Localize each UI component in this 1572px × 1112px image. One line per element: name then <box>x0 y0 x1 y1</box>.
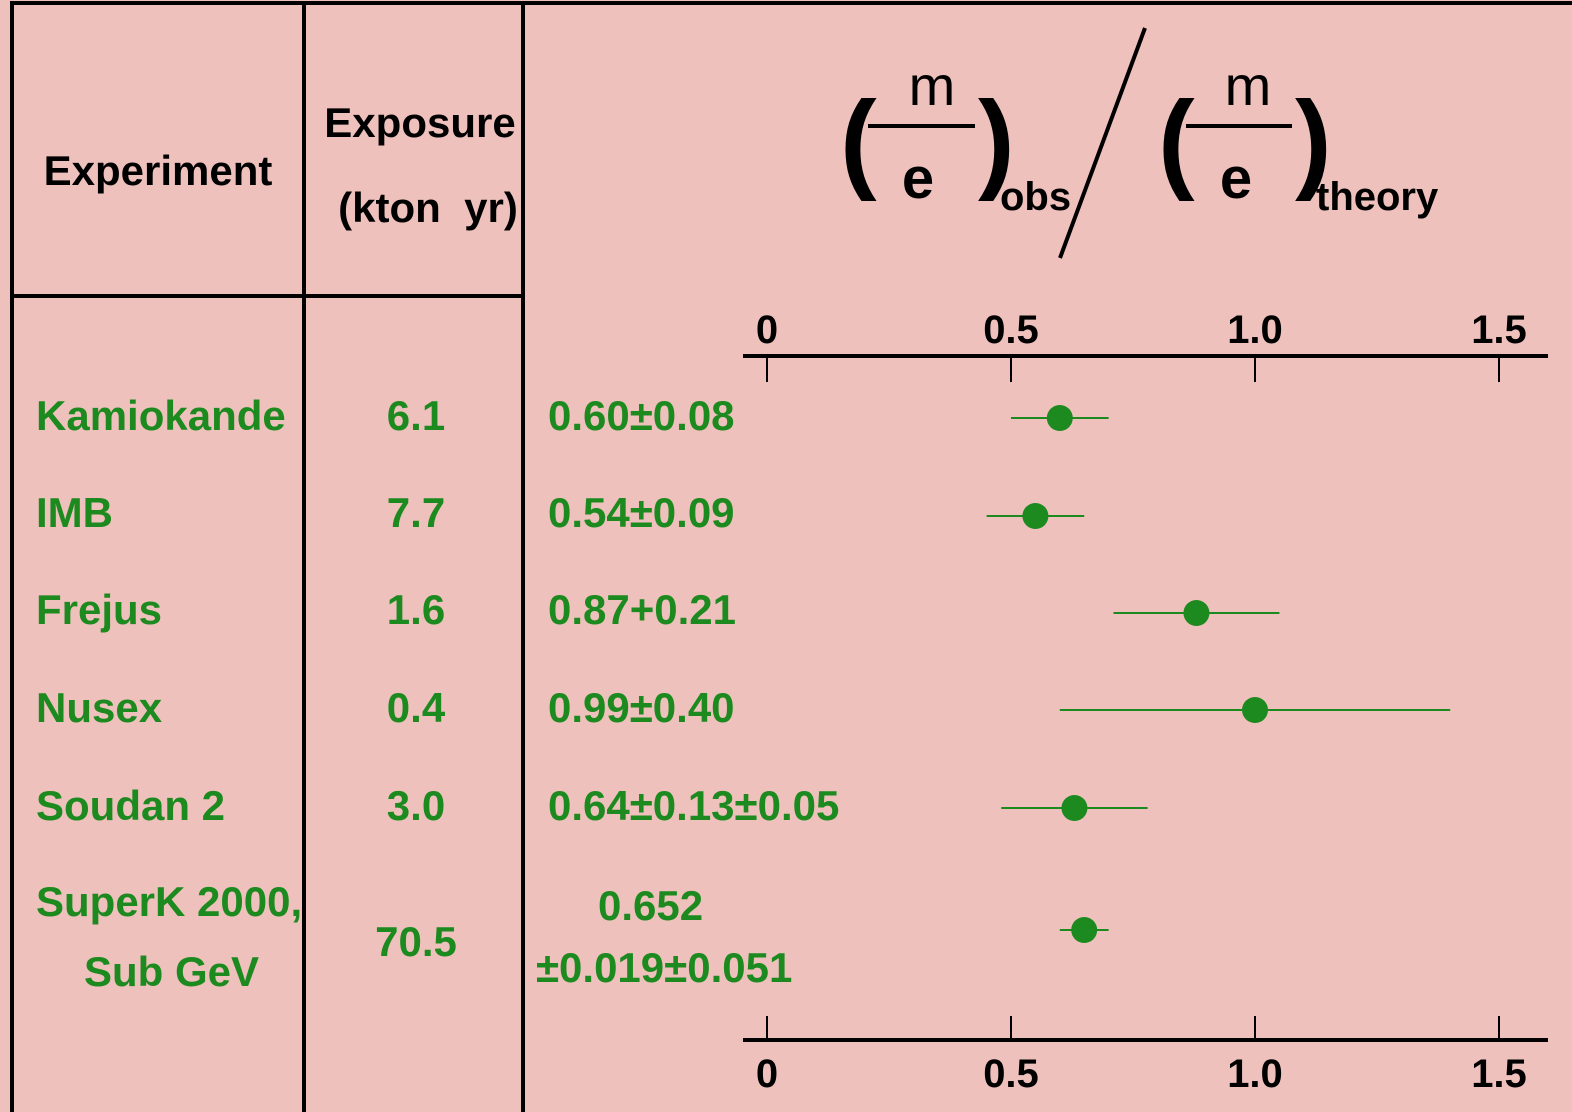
ratio-result: 0.60±0.08 <box>548 392 735 439</box>
top-tick-label: 1.5 <box>1471 308 1527 352</box>
experiment-name: Soudan 2 <box>36 782 225 829</box>
data-point <box>1183 600 1210 626</box>
exposure-value: 70.5 <box>375 918 457 965</box>
ratio-result: ±0.019±0.051 <box>536 944 792 991</box>
ratio-result: 0.99±0.40 <box>548 684 735 731</box>
theory-numerator: m <box>1225 54 1272 117</box>
experiment-name: Kamiokande <box>36 392 286 439</box>
experiment-name: IMB <box>36 489 113 536</box>
ratio-result: 0.87+0.21 <box>548 586 736 633</box>
exposure-value: 3.0 <box>387 782 445 829</box>
exposure-value: 1.6 <box>387 586 445 633</box>
exposure-value: 6.1 <box>387 392 445 439</box>
experiment-name: Nusex <box>36 684 163 731</box>
ratio-formula: ( m e ) obs ( m e ) theory <box>840 27 1439 259</box>
data-point <box>1071 917 1098 943</box>
obs-close-paren: ) <box>978 79 1015 202</box>
bottom-tick-label: 1.5 <box>1471 1052 1527 1096</box>
bottom-tick-label: 1.0 <box>1227 1052 1283 1096</box>
ratio-result: 0.54±0.09 <box>548 489 735 536</box>
ratio-result: 0.64±0.13±0.05 <box>548 782 839 829</box>
theory-subscript: theory <box>1316 175 1439 219</box>
ratio-result: 0.652 <box>598 882 703 929</box>
top-tick-label: 0.5 <box>983 308 1039 352</box>
bottom-tick-label: 0.5 <box>983 1052 1039 1096</box>
obs-open-paren: ( <box>840 79 877 202</box>
obs-numerator: m <box>909 54 956 117</box>
obs-denominator: e <box>902 146 934 211</box>
header-experiment: Experiment <box>44 147 273 194</box>
header-exposure-units: (kton yr) <box>338 184 518 231</box>
data-point <box>1061 795 1088 821</box>
table-grid <box>10 1 1572 1112</box>
chart-area: 0 0 0.5 0.5 1.0 1.0 1.5 1.5 <box>743 308 1548 1096</box>
table-rows: Kamiokande 6.1 0.60±0.08 IMB 7.7 0.54±0.09 Fre… <box>36 392 839 995</box>
experiment-name: SuperK 2000, <box>36 878 302 925</box>
exposure-value: 7.7 <box>387 489 445 536</box>
data-point <box>1022 503 1049 529</box>
division-slash <box>1058 27 1147 259</box>
experiment-name: Sub GeV <box>84 948 259 995</box>
experiment-name: Frejus <box>36 586 162 633</box>
axis-ticks: 0 0 0.5 0.5 1.0 1.0 1.5 1.5 <box>756 308 1527 1096</box>
theory-close-paren: ) <box>1295 79 1332 202</box>
theory-open-paren: ( <box>1158 79 1195 202</box>
obs-subscript: obs <box>1000 175 1071 219</box>
exposure-value: 0.4 <box>387 684 446 731</box>
bottom-tick-label: 0 <box>756 1052 778 1096</box>
data-point <box>1242 697 1268 723</box>
data-point <box>1046 405 1073 431</box>
header-exposure: Exposure <box>324 99 515 146</box>
top-tick-label: 0 <box>756 308 778 352</box>
theory-denominator: e <box>1220 146 1252 211</box>
top-tick-label: 1.0 <box>1227 308 1283 352</box>
data-points <box>986 405 1451 943</box>
